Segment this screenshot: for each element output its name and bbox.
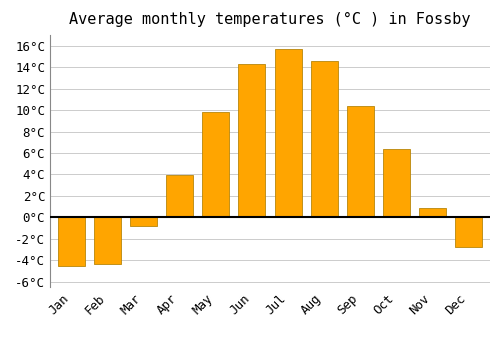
Bar [166, 175, 194, 217]
Bar [130, 217, 158, 226]
Bar [382, 149, 410, 217]
Bar [419, 208, 446, 217]
Bar [202, 112, 230, 217]
Bar [274, 49, 301, 217]
Title: Average monthly temperatures (°C ) in Fossby: Average monthly temperatures (°C ) in Fo… [69, 12, 471, 27]
Bar [346, 106, 374, 217]
Bar [455, 217, 482, 247]
Bar [94, 217, 121, 265]
Bar [310, 61, 338, 217]
Bar [238, 64, 266, 217]
Bar [58, 217, 85, 266]
